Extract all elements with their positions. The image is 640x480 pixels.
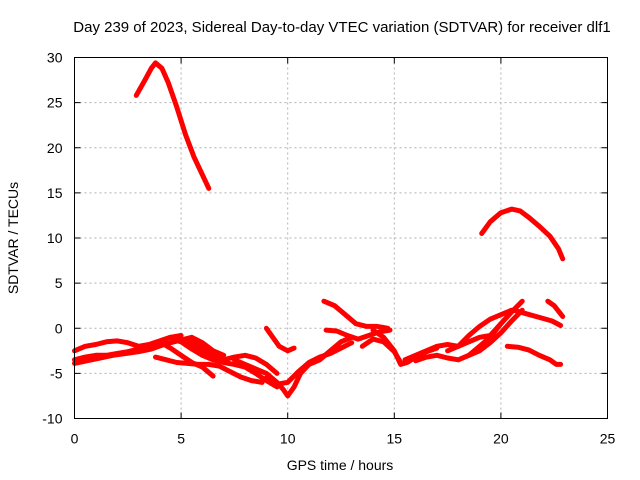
y-tick-label: 20 xyxy=(47,140,63,156)
series-evening-band-c xyxy=(445,307,515,354)
y-tick-label: 5 xyxy=(55,275,63,291)
series-descending-c xyxy=(157,339,216,379)
series-descending-b xyxy=(189,336,280,376)
x-tick-label: 15 xyxy=(387,431,403,447)
series-arc-high-morning xyxy=(133,60,212,191)
x-tick-label: 0 xyxy=(71,431,79,447)
series-afternoon-high xyxy=(321,298,391,331)
series-late-short xyxy=(545,298,566,319)
series-small-arc-noon xyxy=(263,325,297,354)
series-descending-a xyxy=(167,334,280,390)
chart-title: Day 239 of 2023, Sidereal Day-to-day VTE… xyxy=(73,19,610,36)
series-evening-band-d xyxy=(466,307,525,358)
series-morning-band-b xyxy=(72,333,184,354)
axis-ticks: 0 5 10 15 20 25 -10 -5 0 5 10 15 20 25 30 xyxy=(42,50,615,447)
series-evening-band-a xyxy=(402,321,504,363)
x-tick-label: 10 xyxy=(280,431,296,447)
x-tick-label: 20 xyxy=(493,431,509,447)
series-late-low xyxy=(504,343,564,367)
series-morning-band-c xyxy=(72,338,218,366)
grid-lines xyxy=(74,57,608,419)
y-axis-label: SDTVAR / TECUs xyxy=(5,182,21,294)
x-tick-label: 25 xyxy=(600,431,616,447)
y-tick-label: 25 xyxy=(47,95,63,111)
y-tick-label: -5 xyxy=(50,365,63,381)
x-tick-label: 5 xyxy=(177,431,185,447)
y-tick-label: 15 xyxy=(47,185,63,201)
x-axis-label: GPS time / hours xyxy=(287,457,394,473)
y-tick-label: 30 xyxy=(47,50,63,66)
series-lower-morning xyxy=(153,354,265,385)
series-noon-dip-b xyxy=(263,340,355,387)
y-tick-label: 10 xyxy=(47,230,63,246)
y-tick-label: 0 xyxy=(55,320,63,336)
data-series xyxy=(72,60,566,399)
series-arc-high-evening xyxy=(479,206,566,262)
series-late-mid xyxy=(511,307,564,328)
y-tick-label: -10 xyxy=(42,411,62,427)
